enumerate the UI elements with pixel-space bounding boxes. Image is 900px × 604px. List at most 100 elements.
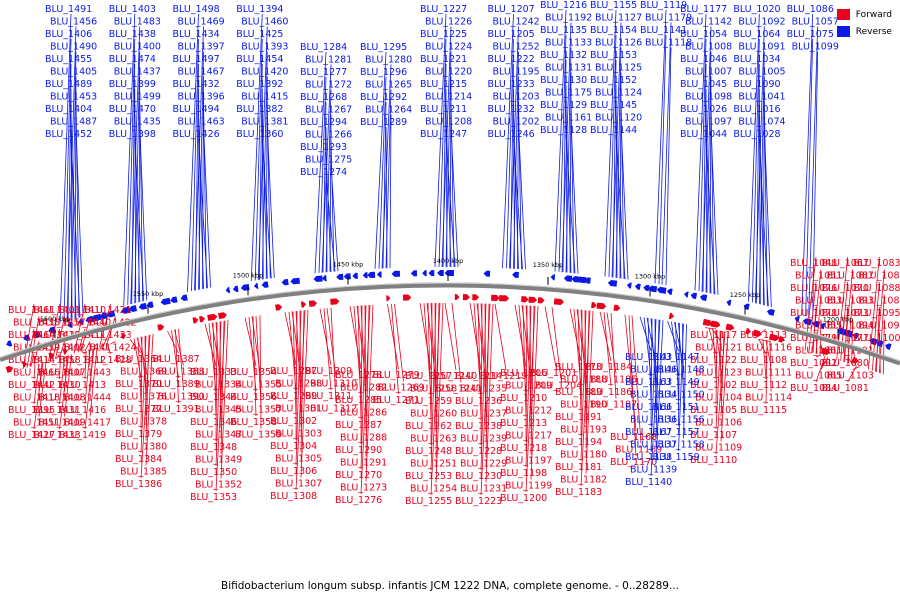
forward-gene-arrow: [199, 316, 206, 323]
gene-label: BLU_1065: [795, 371, 842, 382]
gene-label: BLU_1370: [115, 379, 162, 390]
leader-line: [445, 113, 452, 268]
leader-line: [33, 363, 40, 405]
gene-label: BLU_1301: [275, 404, 322, 415]
leader-line: [212, 322, 217, 417]
gene-label: BLU_1202: [493, 117, 540, 128]
reverse-gene-arrow: [634, 283, 641, 290]
leader-line: [765, 341, 768, 405]
leader-line: [374, 51, 387, 269]
leader-line: [38, 361, 47, 417]
gene-label: BLU_1295: [360, 42, 407, 53]
leader-line: [604, 9, 617, 277]
gene-label: BLU_1189: [555, 387, 602, 398]
gene-label: BLU_1349: [195, 455, 242, 466]
gene-label: BLU_1144: [590, 125, 637, 136]
leader-line: [330, 307, 337, 403]
legend: Forward Reverse: [836, 6, 892, 40]
gene-label: BLU_1218: [500, 443, 547, 454]
gene-label: BLU_1163: [625, 377, 672, 388]
axis-tick-label: 1450 kbp: [333, 261, 364, 269]
gene-label: BLU_1150: [658, 390, 705, 401]
leader-line: [710, 126, 719, 295]
gene-label: BLU_1084: [790, 383, 837, 394]
forward-gene-arrow: [472, 294, 480, 301]
leader-line: [820, 356, 829, 370]
leader-line: [52, 328, 60, 360]
gene-label: BLU_1154: [590, 25, 637, 36]
gene-label: BLU_1455: [45, 54, 92, 65]
gene-label: BLU_1410: [59, 305, 106, 316]
leader-line: [55, 316, 65, 360]
leader-line: [387, 304, 399, 370]
gene-label: BLU_1229: [460, 459, 507, 470]
gene-label: BLU_1297: [270, 366, 317, 377]
reverse-gene-arrow: [410, 270, 418, 277]
gene-label: BLU_1423: [85, 330, 132, 341]
reverse-gene-arrow: [321, 275, 327, 282]
gene-label: BLU_1156: [658, 415, 705, 426]
leader-line: [59, 13, 72, 324]
leader-line: [658, 34, 667, 285]
gene-label: BLU_1155: [590, 0, 637, 11]
gene-label: BLU_1175: [545, 88, 592, 99]
gene-label: BLU_1197: [505, 456, 552, 467]
reverse-gene-arrow: [512, 271, 519, 278]
reverse-gene-arrow: [376, 271, 382, 278]
leader-line: [59, 356, 65, 405]
gene-label: BLU_1090: [733, 79, 780, 90]
gene-label: BLU_1116: [745, 343, 792, 354]
leader-line: [705, 113, 712, 294]
leader-line: [123, 13, 136, 306]
leader-line: [758, 338, 767, 355]
reverse-gene-arrow: [352, 272, 358, 279]
gene-label: BLU_1092: [738, 17, 785, 28]
reverse-gene-arrow: [100, 312, 108, 320]
leader-line: [510, 63, 514, 269]
gene-label: BLU_1296: [360, 67, 407, 78]
axis-tick-label: 1300 kbp: [635, 273, 666, 281]
gene-label: BLU_1494: [173, 104, 220, 115]
forward-gene-arrow: [778, 335, 785, 343]
gene-label: BLU_1395: [8, 405, 55, 416]
gene-label: BLU_1430: [34, 380, 81, 391]
gene-label: BLU_1007: [685, 67, 732, 78]
leader-line: [134, 113, 141, 303]
leader-line: [580, 309, 583, 437]
gene-label: BLU_1279: [373, 370, 420, 381]
leader-line: [715, 330, 718, 405]
leader-line: [322, 101, 327, 273]
gene-label: BLU_1253: [405, 471, 452, 482]
gene-label: BLU_1205: [488, 29, 535, 40]
gene-label: BLU_1306: [270, 466, 317, 477]
leader-line: [59, 357, 61, 380]
gene-label: BLU_1242: [493, 17, 540, 28]
gene-label: BLU_1440: [64, 318, 111, 329]
gene-label: BLU_1222: [488, 54, 535, 65]
gene-label: BLU_1441: [64, 343, 111, 354]
gene-label: BLU_1105: [690, 405, 737, 416]
leader-line: [48, 303, 60, 362]
gene-label: BLU_1020: [733, 4, 780, 15]
gene-label: BLU_1075: [787, 29, 834, 40]
reverse-gene-arrow: [32, 330, 42, 339]
gene-label: BLU_1079: [790, 333, 837, 344]
gene-label: BLU_1220: [425, 67, 472, 78]
gene-label: BLU_1216: [540, 0, 587, 11]
gene-label: BLU_1095: [853, 308, 900, 319]
leader-line: [430, 302, 441, 496]
leader-line: [81, 351, 86, 355]
leader-line: [570, 122, 579, 274]
genome-axis: 1600 kbp 1550 kbp 1500 kbp 1450 kbp 1400 kbp…: [0, 257, 900, 366]
reverse-gene-arrow: [576, 276, 587, 284]
gene-label: BLU_1390: [158, 392, 205, 403]
leader-line: [30, 353, 35, 367]
forward-gene-arrow: [218, 312, 227, 320]
gene-label: BLU_1293: [300, 142, 347, 153]
leader-line: [661, 22, 672, 285]
gene-label: BLU_1127: [595, 13, 642, 24]
leader-line: [59, 355, 69, 430]
leader-line: [220, 320, 229, 479]
reverse-gene-arrow: [699, 294, 708, 302]
